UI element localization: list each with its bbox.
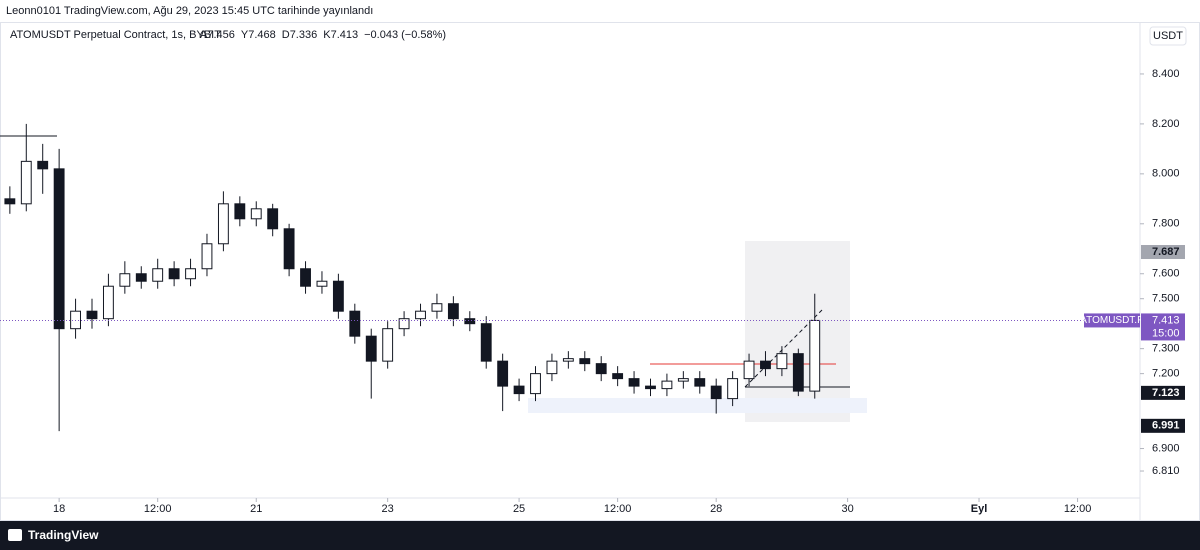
candle-body xyxy=(349,310,361,337)
x-tick-label: 12:00 xyxy=(1064,503,1092,515)
candle-body xyxy=(677,378,689,382)
zone-box xyxy=(528,398,867,413)
candle-body xyxy=(283,228,295,270)
price-badge xyxy=(1141,245,1185,260)
price-badge-text: 7.687 xyxy=(1152,246,1180,258)
candle-body xyxy=(250,208,262,220)
x-tick-label: 18 xyxy=(53,503,65,515)
candle-body xyxy=(365,335,377,362)
header-title: Leonn0101 TradingView.com, Ağu 29, 2023 … xyxy=(6,5,373,17)
candle-body xyxy=(431,303,443,312)
candle-body xyxy=(546,360,558,375)
y-tick-label: 8.000 xyxy=(1152,168,1180,180)
candle-body xyxy=(480,323,492,362)
x-tick-label: 28 xyxy=(710,503,722,515)
candle-body xyxy=(382,328,394,362)
candle-body xyxy=(645,385,656,390)
x-tick-label: 12:00 xyxy=(604,503,632,515)
candle-body xyxy=(710,385,722,400)
candle-body xyxy=(497,360,509,387)
candle-body xyxy=(743,360,755,380)
candle-body xyxy=(4,198,16,205)
x-tick-label: 12:00 xyxy=(144,503,172,515)
candle-body xyxy=(37,160,49,170)
candle-body xyxy=(185,268,196,280)
candle-body xyxy=(168,268,180,280)
x-tick-label: 25 xyxy=(513,503,525,515)
plot: A7.456 Y7.468 D7.336 K7.413 −0.043 (−0.58%) 8… xyxy=(0,29,1185,515)
y-tick-label: 7.600 xyxy=(1152,268,1180,280)
price-badge xyxy=(1141,418,1185,433)
price-badge xyxy=(1141,385,1185,400)
candle-body xyxy=(628,378,640,387)
candle-body xyxy=(217,203,229,245)
candle-body xyxy=(612,373,624,380)
y-tick-label: 7.300 xyxy=(1152,343,1180,355)
y-tick-label: 6.900 xyxy=(1152,442,1180,454)
legend-value: K7.413 xyxy=(323,29,358,41)
candle-body xyxy=(447,303,459,320)
y-tick-label: 7.800 xyxy=(1152,218,1180,230)
x-tick-label: Eyl xyxy=(971,503,988,515)
range-box xyxy=(745,241,850,422)
candle-body xyxy=(792,353,804,392)
candle-body xyxy=(332,280,344,312)
x-tick-label: 21 xyxy=(250,503,262,515)
candle-body xyxy=(579,358,591,365)
candle-body xyxy=(234,203,246,220)
symbol-badge xyxy=(1084,313,1140,328)
symbol-badge-text: ATOMUSDT.P xyxy=(1080,315,1144,326)
candle-body xyxy=(20,160,32,205)
x-tick-label: 23 xyxy=(382,503,394,515)
legend-value: Y7.468 xyxy=(241,29,276,41)
y-tick-label: 8.400 xyxy=(1152,68,1180,80)
candle-body xyxy=(398,318,410,330)
candle-body xyxy=(776,353,788,370)
candle-body xyxy=(694,378,706,387)
candle-body xyxy=(530,373,541,395)
candle-body xyxy=(316,280,328,287)
candle-body xyxy=(119,273,131,287)
footer xyxy=(0,521,1200,550)
candle-body xyxy=(513,385,525,395)
candle-body xyxy=(201,243,213,270)
x-tick-label: 30 xyxy=(841,503,853,515)
logo xyxy=(8,529,22,541)
y-tick-label: 7.500 xyxy=(1152,293,1180,305)
brand: TradingView xyxy=(28,528,99,542)
candle-body xyxy=(727,378,739,400)
currency: USDT xyxy=(1153,30,1183,42)
y-tick-label: 8.200 xyxy=(1152,118,1180,130)
candle-body xyxy=(152,268,164,282)
price-badge-text: 6.991 xyxy=(1152,420,1180,432)
symbol-title: ATOMUSDT Perpetual Contract, 1s, BYBIT xyxy=(10,29,221,41)
price-badge-time: 15:00 xyxy=(1152,327,1180,339)
candle-body xyxy=(267,208,279,230)
legend-value: −0.043 (−0.58%) xyxy=(364,29,446,41)
y-tick-label: 7.200 xyxy=(1152,368,1180,380)
currency-button[interactable] xyxy=(1149,26,1187,46)
candle-body xyxy=(661,380,673,390)
candle-body xyxy=(464,318,476,325)
candle-body xyxy=(102,285,114,320)
price-badge-text: 7.123 xyxy=(1152,387,1180,399)
candle-body xyxy=(809,319,821,392)
legend-value: A7.456 xyxy=(200,29,235,41)
price-badge-text: 7.413 xyxy=(1152,314,1180,326)
candle-body xyxy=(562,358,574,362)
legend-value: D7.336 xyxy=(282,29,317,41)
candle-body xyxy=(415,310,426,320)
candle-body xyxy=(86,310,98,320)
candle-body xyxy=(760,360,771,370)
candle-body xyxy=(135,273,147,282)
candle-body xyxy=(53,168,65,330)
candle-body xyxy=(595,363,607,375)
y-tick-label: 6.810 xyxy=(1152,465,1180,477)
price-badge xyxy=(1141,313,1185,341)
candle-body xyxy=(300,268,311,287)
